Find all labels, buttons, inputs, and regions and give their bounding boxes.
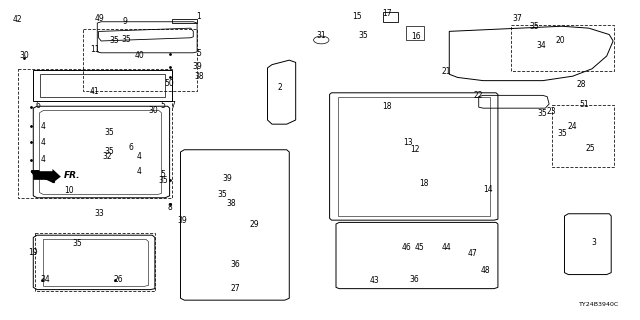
Text: 5: 5 (161, 170, 166, 179)
Text: 35: 35 (538, 109, 548, 118)
Text: 22: 22 (474, 91, 483, 100)
Text: 41: 41 (90, 87, 100, 96)
Text: 18: 18 (419, 179, 428, 188)
Text: 18: 18 (383, 102, 392, 111)
Text: 37: 37 (512, 14, 522, 23)
Text: 5: 5 (196, 49, 201, 58)
Text: 8: 8 (167, 203, 172, 212)
Text: 33: 33 (94, 209, 104, 218)
Text: 31: 31 (316, 31, 326, 40)
Text: 35: 35 (218, 190, 228, 199)
Text: 35: 35 (104, 128, 114, 137)
Text: 3: 3 (591, 238, 596, 247)
Text: 35: 35 (529, 22, 540, 31)
Text: 15: 15 (352, 12, 362, 21)
Text: 42: 42 (13, 15, 23, 24)
Text: 36: 36 (410, 275, 420, 284)
Text: 51: 51 (579, 100, 589, 109)
Text: 10: 10 (64, 186, 74, 195)
Text: 44: 44 (442, 244, 452, 252)
Text: 38: 38 (195, 72, 205, 81)
Text: 30: 30 (148, 106, 159, 115)
Text: 46: 46 (401, 243, 412, 252)
Text: 30: 30 (19, 52, 29, 60)
Text: FR.: FR. (64, 171, 81, 180)
Text: 27: 27 (230, 284, 241, 293)
Text: 49: 49 (94, 14, 104, 23)
Text: 28: 28 (577, 80, 586, 89)
Text: 40: 40 (134, 52, 145, 60)
Text: 35: 35 (358, 31, 369, 40)
Text: 4: 4 (41, 122, 46, 131)
Text: 48: 48 (480, 266, 490, 275)
Text: 6: 6 (36, 101, 41, 110)
Bar (552, 105, 614, 167)
Text: 34: 34 (40, 275, 50, 284)
Text: 13: 13 (403, 138, 413, 147)
Text: 21: 21 (442, 67, 451, 76)
Text: 1: 1 (196, 12, 201, 21)
Text: 45: 45 (414, 244, 424, 252)
Text: 35: 35 (109, 36, 119, 45)
Text: 35: 35 (122, 36, 132, 44)
Text: 25: 25 (585, 144, 595, 153)
Text: 16: 16 (411, 32, 421, 41)
Bar (35, 233, 155, 291)
Text: 4: 4 (41, 156, 46, 164)
Text: 12: 12 (410, 145, 419, 154)
Text: 9: 9 (122, 17, 127, 26)
Text: 4: 4 (41, 138, 46, 147)
Text: 43: 43 (369, 276, 380, 285)
Text: 7: 7 (170, 101, 175, 110)
Text: 6: 6 (129, 143, 134, 152)
Text: 23: 23 (547, 107, 557, 116)
Text: 35: 35 (72, 239, 82, 248)
Text: 35: 35 (557, 129, 567, 138)
Text: 32: 32 (102, 152, 113, 161)
Text: 5: 5 (161, 101, 166, 110)
Text: 39: 39 (192, 62, 202, 71)
Text: 29: 29 (250, 220, 260, 229)
Text: 26: 26 (113, 275, 124, 284)
Text: TY24B3940C: TY24B3940C (579, 301, 620, 307)
Polygon shape (33, 169, 61, 183)
Text: 4: 4 (137, 167, 142, 176)
Bar (83, 29, 197, 91)
Text: 50: 50 (164, 79, 175, 88)
Text: 47: 47 (467, 249, 477, 258)
Bar (18, 69, 172, 198)
Text: 20: 20 (555, 36, 565, 45)
Text: 34: 34 (536, 41, 546, 50)
Text: 35: 35 (158, 176, 168, 185)
Text: 38: 38 (227, 199, 237, 208)
Text: 39: 39 (222, 174, 232, 183)
Text: 19: 19 (28, 248, 38, 257)
Text: 24: 24 (568, 122, 578, 131)
Text: 4: 4 (137, 152, 142, 161)
Text: 14: 14 (483, 185, 493, 194)
Text: 35: 35 (104, 148, 114, 156)
Text: 39: 39 (177, 216, 188, 225)
Text: 17: 17 (382, 9, 392, 18)
Text: 36: 36 (230, 260, 241, 269)
Text: 11: 11 (90, 45, 99, 54)
Bar (511, 25, 614, 71)
Text: 2: 2 (278, 83, 283, 92)
